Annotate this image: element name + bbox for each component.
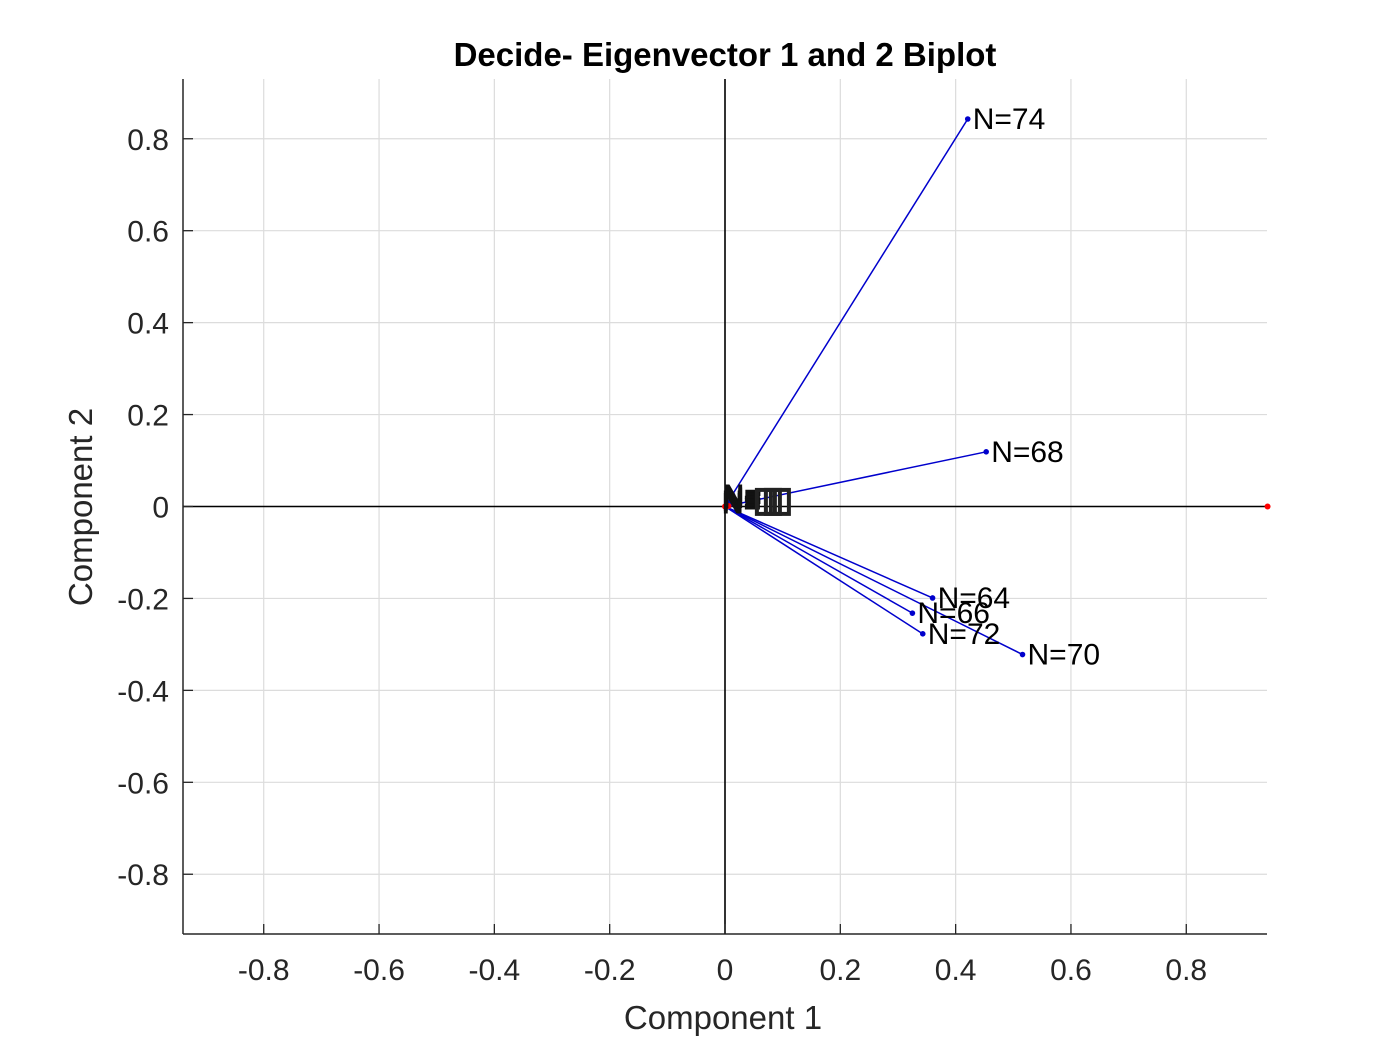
vector-label-4: N=72: [928, 618, 1001, 651]
vector-tip-4: [919, 631, 926, 637]
vector-tip-2: [929, 595, 936, 601]
x-axis-title: Component 1: [624, 999, 822, 1036]
vector-line-1: [724, 451, 987, 508]
loading-vectors: [724, 116, 1026, 658]
vector-line-4: [724, 505, 924, 635]
vector-line-2: [724, 505, 933, 599]
x-tick-label-5: 0.2: [819, 954, 861, 987]
vector-label-8: N=: [722, 485, 761, 518]
score-point-0: [1264, 503, 1271, 510]
score-point-3: [725, 503, 732, 510]
y-axis-title: Component 2: [62, 408, 99, 606]
tick-labels: -0.8 -0.6 -0.4 -0.2 0 0.2 0.4 0.6 0.8 -0.8 -0.6 -0.…: [117, 124, 1207, 987]
vector-label-5: N=70: [1028, 639, 1101, 672]
y-tick-label-1: -0.6: [117, 767, 169, 800]
vector-label-2: N=64: [938, 582, 1011, 615]
x-tick-label-0: -0.8: [238, 954, 290, 987]
chart-title: Decide- Eigenvector 1 and 2 Biplot: [454, 36, 997, 73]
vector-line-3: [724, 505, 913, 614]
y-tick-label-3: -0.2: [117, 583, 169, 616]
vector-tip-1: [983, 448, 989, 455]
x-tick-label-8: 0.8: [1165, 954, 1207, 987]
vector-labels: N=74N=68N=64N=66N=72N=70N=N=N=N=: [722, 103, 1100, 672]
score-points: [722, 503, 1271, 510]
y-tick-label-2: -0.4: [117, 675, 169, 708]
vector-tip-0: [964, 116, 971, 122]
y-tick-label-8: 0.8: [127, 124, 169, 157]
y-tick-label-4: 0: [152, 492, 169, 525]
x-tick-label-6: 0.4: [935, 954, 977, 987]
y-tick-label-6: 0.4: [127, 308, 169, 341]
vector-tip-3: [909, 610, 916, 616]
overlapping-label-glyph-2: [772, 487, 791, 516]
x-tick-label-4: 0: [717, 954, 734, 987]
vector-label-3: N=66: [917, 597, 990, 630]
vector-line-0: [724, 118, 969, 507]
vector-line-5: [724, 505, 1023, 656]
vector-label-0: N=74: [973, 103, 1046, 136]
x-tick-label-7: 0.6: [1050, 954, 1092, 987]
y-tick-label-0: -0.8: [117, 859, 169, 892]
vector-label-1: N=68: [991, 436, 1064, 469]
vector-tip-5: [1019, 651, 1026, 658]
x-tick-label-2: -0.4: [469, 954, 521, 987]
y-tick-label-7: 0.6: [127, 216, 169, 249]
y-tick-label-5: 0.2: [127, 400, 169, 433]
vector-label-9: N=: [722, 488, 761, 521]
x-tick-label-3: -0.2: [584, 954, 636, 987]
x-tick-label-1: -0.6: [353, 954, 405, 987]
